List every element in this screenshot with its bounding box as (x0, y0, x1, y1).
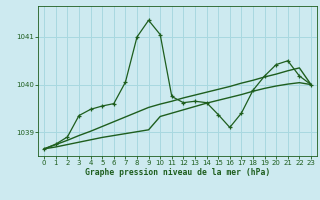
X-axis label: Graphe pression niveau de la mer (hPa): Graphe pression niveau de la mer (hPa) (85, 168, 270, 177)
